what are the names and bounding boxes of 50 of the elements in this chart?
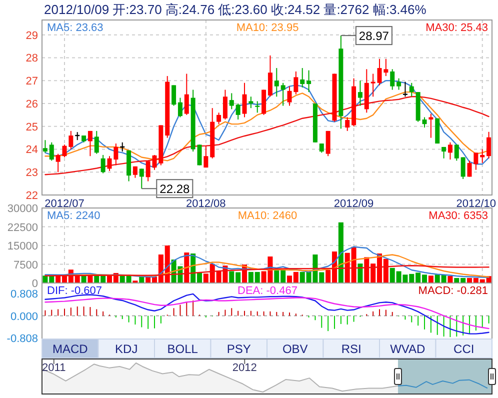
line-series xyxy=(44,265,490,276)
annotation: 28.97 xyxy=(358,29,390,44)
x-tick-label: 2012/10 xyxy=(456,198,496,210)
annotation: 22.28 xyxy=(160,182,190,196)
bar xyxy=(448,276,453,283)
y-tick-label: 28 xyxy=(26,52,38,65)
y-tick-label: 26 xyxy=(26,98,38,110)
text: WVAD xyxy=(390,342,426,356)
y-tick-label: -0.808 xyxy=(6,332,38,345)
y-tick-label: 7500 xyxy=(14,259,38,272)
y-tick-label: 24 xyxy=(26,144,38,156)
y-tick-label: 0 xyxy=(32,278,38,290)
x-tick-label: 2011 xyxy=(42,362,66,374)
y-tick-label: 29 xyxy=(26,30,38,42)
text: MA10: 23.95 xyxy=(236,22,299,34)
y-tick-label: 25 xyxy=(26,121,38,134)
text: MA5: 23.63 xyxy=(47,22,104,34)
text: RSI xyxy=(341,342,362,356)
chart-title: 2012/10/09 开:23.70 高:24.76 低:23.60 收:24.52 量:2762 幅:3.46% xyxy=(44,2,427,17)
y-tick-label: 27 xyxy=(26,76,38,88)
text: MA5: 2240 xyxy=(47,210,100,222)
text: MA10: 2460 xyxy=(238,210,298,222)
bar xyxy=(428,276,434,283)
text: MACD xyxy=(52,342,88,356)
callout: 22.28 xyxy=(141,179,194,198)
x-tick-label: 2012/09 xyxy=(334,198,374,210)
x-tick-label: 2012/07 xyxy=(44,198,84,210)
text: MA30: 6353 xyxy=(428,210,488,222)
y-tick-label: 15000 xyxy=(7,240,38,252)
x-tick-label: 2012 xyxy=(232,362,257,374)
series-label: DEA: -0.467 xyxy=(238,285,298,297)
y-tick-label: 0.808 xyxy=(10,288,38,301)
line-series xyxy=(44,246,490,278)
series-label: DIF: -0.607 xyxy=(47,285,102,297)
text: PSY xyxy=(226,342,251,356)
y-tick-label: 23 xyxy=(26,167,38,180)
y-tick-label: 22 xyxy=(26,190,38,202)
y-tick-label: 22500 xyxy=(7,222,38,234)
y-tick-label: 30000 xyxy=(7,203,38,215)
text: KDJ xyxy=(115,342,138,356)
y-tick-label: 0.000 xyxy=(10,310,38,323)
bar xyxy=(338,222,344,283)
series-label: MACD: -0.281 xyxy=(418,285,488,297)
callout: 28.97 xyxy=(340,26,392,46)
x-tick-label: 2012/08 xyxy=(186,198,226,210)
text: MA30: 25.43 xyxy=(426,22,488,34)
text: CCI xyxy=(454,342,474,356)
text: OBV xyxy=(282,342,308,356)
bar xyxy=(358,264,363,283)
text: BOLL xyxy=(167,342,198,356)
